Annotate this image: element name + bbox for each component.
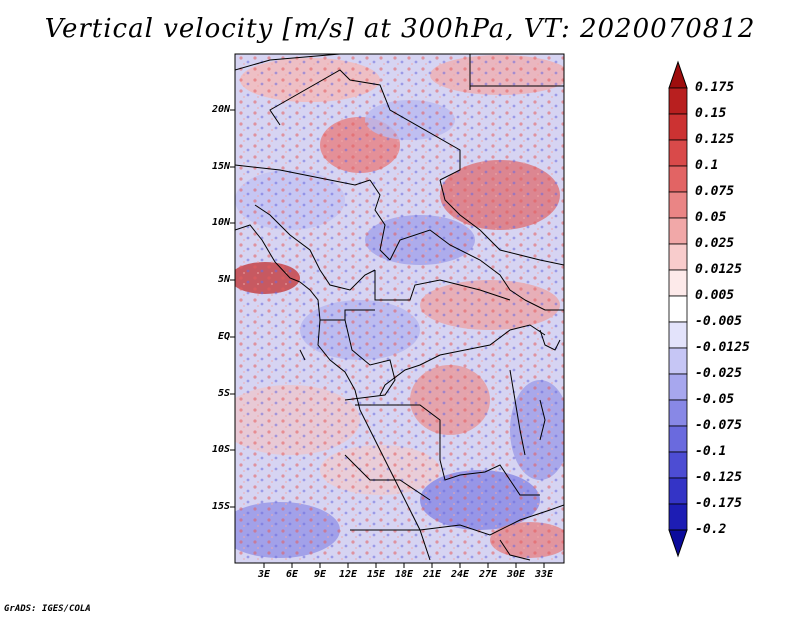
colorbar-segment bbox=[668, 269, 688, 297]
colorbar-segment bbox=[668, 425, 688, 453]
colorbar-label: -0.075 bbox=[695, 418, 742, 433]
colorbar-segment bbox=[668, 321, 688, 349]
lon-label: 3E bbox=[257, 569, 271, 580]
colorbar-label: -0.125 bbox=[695, 470, 742, 485]
map-title: Vertical velocity [m/s] at 300hPa, VT: 2… bbox=[44, 14, 756, 44]
colorbar-label: -0.2 bbox=[695, 522, 727, 537]
colorbar-label: 0.05 bbox=[695, 210, 727, 225]
colorbar-segment bbox=[668, 347, 688, 375]
colorbar-segment bbox=[668, 217, 688, 245]
colorbar-label: 0.175 bbox=[695, 80, 735, 95]
lon-label: 33E bbox=[534, 569, 554, 580]
map-panel bbox=[234, 53, 565, 564]
lat-label: 15N bbox=[211, 161, 230, 172]
colorbar-segment bbox=[668, 399, 688, 427]
colorbar-segment bbox=[668, 503, 688, 531]
lon-label: 18E bbox=[394, 569, 414, 580]
colorbar-top-arrow bbox=[668, 60, 688, 89]
colorbar-label: 0.15 bbox=[695, 106, 727, 121]
colorbar-segment bbox=[668, 165, 688, 193]
lat-label: 5N bbox=[217, 274, 230, 285]
lat-label: 5S bbox=[217, 388, 230, 399]
lat-label: 15S bbox=[211, 501, 230, 512]
lon-ticks bbox=[263, 563, 545, 568]
colorbar-label: 0.075 bbox=[695, 184, 735, 199]
lon-label: 6E bbox=[285, 569, 299, 580]
lon-label: 24E bbox=[450, 569, 470, 580]
lon-label: 21E bbox=[422, 569, 442, 580]
lon-label: 12E bbox=[338, 569, 358, 580]
lon-label: 30E bbox=[506, 569, 526, 580]
colorbar-segment bbox=[668, 295, 688, 323]
colorbar-label: -0.025 bbox=[695, 366, 742, 381]
colorbar-segment bbox=[668, 191, 688, 219]
colorbar-label: 0.1 bbox=[695, 158, 719, 173]
colorbar-segment bbox=[668, 139, 688, 167]
colorbar bbox=[668, 60, 688, 558]
lat-label: 10N bbox=[211, 217, 230, 228]
colorbar-segment bbox=[668, 113, 688, 141]
lon-label: 15E bbox=[366, 569, 386, 580]
colorbar-segment bbox=[668, 243, 688, 271]
lat-label: 10S bbox=[211, 444, 230, 455]
lat-label: EQ bbox=[217, 331, 230, 342]
colorbar-segment bbox=[668, 373, 688, 401]
lat-label: 20N bbox=[211, 104, 230, 115]
colorbar-segment bbox=[668, 477, 688, 505]
colorbar-bottom-arrow bbox=[668, 529, 688, 558]
colorbar-segment bbox=[668, 87, 688, 115]
colorbar-label: -0.0125 bbox=[695, 340, 750, 355]
colorbar-label: 0.0125 bbox=[695, 262, 742, 277]
colorbar-label: 0.025 bbox=[695, 236, 735, 251]
colorbar-label: 0.005 bbox=[695, 288, 735, 303]
colorbar-label: -0.1 bbox=[695, 444, 727, 459]
lat-ticks bbox=[230, 109, 235, 508]
colorbar-label: -0.05 bbox=[695, 392, 735, 407]
colorbar-segment bbox=[668, 451, 688, 479]
lon-label: 9E bbox=[313, 569, 327, 580]
colorbar-label: 0.125 bbox=[695, 132, 735, 147]
grads-credit: GrADS: IGES/COLA bbox=[4, 604, 91, 614]
lon-label: 27E bbox=[478, 569, 498, 580]
colorbar-label: -0.175 bbox=[695, 496, 742, 511]
colorbar-label: -0.005 bbox=[695, 314, 742, 329]
